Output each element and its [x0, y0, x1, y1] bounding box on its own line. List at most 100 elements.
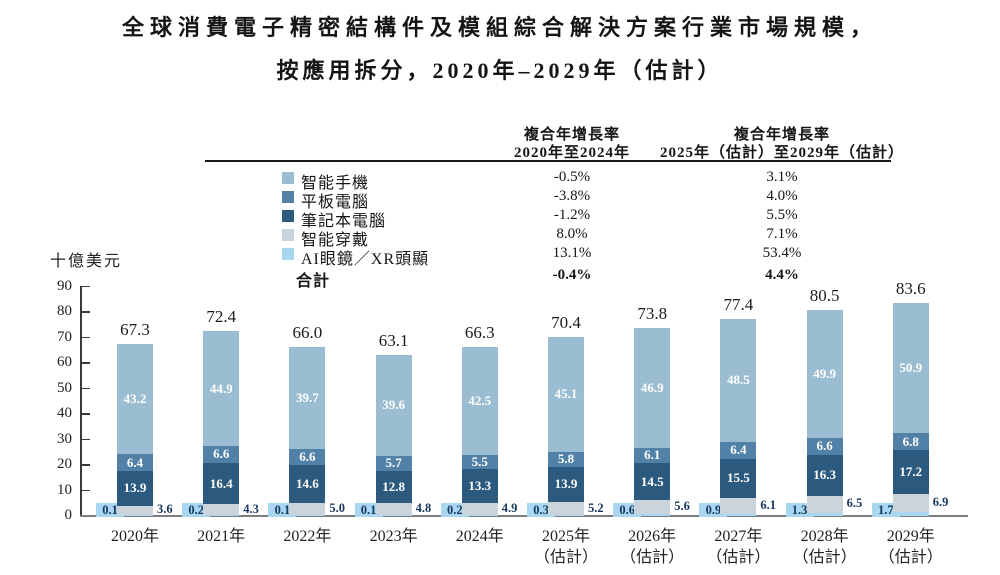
y-axis-tick: [80, 387, 90, 389]
x-axis-sublabel-2029年: （估計）: [878, 549, 943, 566]
segment-label-laptop-2028年: 16.3: [813, 467, 836, 483]
segment-label-tablet-2021年: 6.6: [213, 446, 230, 462]
bar-segment-wearable-2028年: [806, 496, 843, 513]
bar-segment-tablet-2028年: [806, 437, 843, 455]
bar-segment-tablet-2022年: [289, 448, 326, 466]
bar-segment-smartphone-2020年: [117, 344, 153, 455]
x-axis-label-2022年: 2022年: [283, 528, 332, 545]
x-axis-sublabel-2025年: （估計）: [533, 549, 598, 566]
bar-segment-laptop-2025年: [548, 466, 584, 502]
bar-segment-wearable-2020年: [117, 506, 153, 516]
segment-label-wearable-2028年: 6.5: [846, 496, 863, 511]
x-axis-label-2029年: 2029年: [886, 528, 935, 545]
segment-label-tablet-2020年: 6.4: [126, 454, 144, 470]
y-axis-tick: [80, 285, 90, 287]
bar-segment-smartphone-2023年: [375, 355, 412, 456]
legend-swatch-tablet: [282, 191, 294, 203]
cagr-2025-2029-total: 4.4%: [765, 267, 799, 283]
total-label-2027年: 77.4: [723, 294, 754, 314]
bar-segment-laptop-2020年: [117, 470, 153, 507]
x-axis: [80, 515, 968, 517]
segment-label-wearable-2020年: 3.6: [157, 502, 173, 516]
y-axis-tick-label: 80: [57, 303, 72, 319]
bar-segment-smartphone-2021年: [203, 331, 240, 446]
bar-segment-wearable-2025年: [548, 501, 584, 516]
x-axis-label-2025年: 2025年: [541, 528, 590, 545]
segment-label-laptop-2025年: 13.9: [554, 476, 578, 492]
cagr-2020-2024-smartphone: -0.5%: [553, 169, 591, 185]
x-axis-label-2024年: 2024年: [455, 528, 504, 545]
segment-label-tablet-2023年: 5.7: [385, 455, 402, 471]
bar-segment-wearable-2024年: [461, 502, 498, 516]
bar-segment-smartphone-2029年: [892, 303, 929, 433]
bar-segment-ai-xr-2027年: [720, 513, 757, 516]
bar-segment-ai-xr-2023年: [375, 515, 412, 516]
y-axis-tick: [80, 413, 90, 415]
bar-segment-laptop-2024年: [461, 468, 498, 503]
segment-label-laptop-2023年: 12.8: [382, 478, 405, 494]
legend-label-wearable: 智能穿戴: [301, 232, 370, 249]
legend-swatch-smartphone: [282, 172, 294, 184]
bar-segment-laptop-2022年: [289, 465, 326, 503]
bar-segment-smartphone-2026年: [634, 328, 671, 448]
chart-title: 全球消費電子精密結構件及模組綜合解決方案行業市場規模， 按應用拆分，2020年–…: [0, 10, 1000, 85]
bar-segment-wearable-2021年: [203, 504, 240, 516]
segment-label-tablet-2029年: 6.8: [902, 433, 919, 449]
segment-label-tablet-2022年: 6.6: [299, 449, 316, 464]
chart-title-line2: 按應用拆分，2020年–2029年（估計）: [276, 58, 724, 83]
segment-label-laptop-2024年: 13.3: [468, 477, 492, 493]
bar-segment-wearable-2029年: [892, 494, 929, 512]
bar-segment-ai-xr-2021年: [203, 515, 240, 516]
bar-segment-tablet-2021年: [203, 445, 240, 463]
segment-label-laptop-2027年: 15.5: [727, 470, 750, 486]
total-label-2028年: 80.5: [809, 286, 840, 306]
bar-segment-tablet-2027年: [720, 442, 757, 459]
legend-swatch-ai-xr: [282, 248, 294, 260]
bar-segment-tablet-2026年: [634, 447, 671, 464]
bar-segment-ai-xr-2028年: [806, 512, 843, 516]
segment-label-wearable-2024年: 4.9: [501, 501, 518, 516]
table-header-rule: [205, 160, 891, 162]
x-axis-sublabel-2028年: （估計）: [792, 549, 857, 566]
segment-label-tablet-2027年: 6.4: [730, 442, 747, 458]
total-label-2024年: 66.3: [464, 322, 495, 342]
bar-segment-tablet-2029年: [892, 432, 929, 451]
x-axis-label-2020年: 2020年: [110, 528, 159, 545]
cagr-2020-2024-total: -0.4%: [552, 267, 592, 283]
segment-label-wearable-2027年: 6.1: [760, 497, 777, 512]
segment-label-smartphone-2026年: 46.9: [640, 379, 664, 395]
bar-segment-laptop-2028年: [806, 454, 843, 497]
segment-label-tablet-2028年: 6.6: [816, 438, 833, 454]
x-axis-label-2023年: 2023年: [369, 528, 418, 545]
x-axis-label-2021年: 2021年: [197, 528, 246, 545]
bar-segment-laptop-2021年: [203, 462, 240, 505]
total-label-2020年: 67.3: [120, 320, 150, 340]
bar-segment-ai-xr-2026年: [634, 514, 671, 516]
total-label-2025年: 70.4: [551, 312, 581, 332]
y-axis-tick-label: 60: [57, 354, 72, 370]
bar-segment-smartphone-2025年: [548, 336, 584, 452]
segment-label-laptop-2022年: 14.6: [296, 476, 319, 492]
segment-label-smartphone-2024年: 42.5: [468, 392, 492, 408]
total-label-2021年: 72.4: [206, 307, 237, 327]
cagr-2020-2024-ai-xr: 13.1%: [552, 245, 592, 261]
x-axis-label-2028年: 2028年: [800, 528, 849, 545]
y-axis-tick-label: 50: [57, 379, 72, 396]
x-axis-sublabel-2026年: （估計）: [620, 549, 685, 566]
cagr-2025-2029-wearable: 7.1%: [766, 226, 798, 242]
bar-segment-laptop-2023年: [375, 470, 412, 504]
segment-label-smartphone-2028年: 49.9: [813, 366, 836, 382]
bar-segment-ai-xr-2029年: [892, 511, 929, 516]
segment-label-wearable-2022年: 5.0: [329, 501, 346, 516]
total-label-2026年: 73.8: [637, 304, 668, 324]
bar-segment-smartphone-2028年: [806, 310, 843, 438]
cagr-col1-header-title: 複合年增長率: [523, 127, 620, 143]
cagr-col2-header-title: 複合年增長率: [733, 127, 830, 143]
cagr-2020-2024-wearable: 8.0%: [556, 226, 588, 242]
y-axis-tick-label: 40: [57, 405, 72, 421]
segment-label-wearable-2029年: 6.9: [932, 494, 949, 509]
bar-segment-tablet-2023年: [375, 455, 412, 471]
legend-label-total: 合計: [296, 273, 331, 290]
chart-title-line1: 全球消費電子精密結構件及模組綜合解決方案行業市場規模，: [121, 15, 878, 40]
y-axis-tick: [80, 438, 90, 440]
